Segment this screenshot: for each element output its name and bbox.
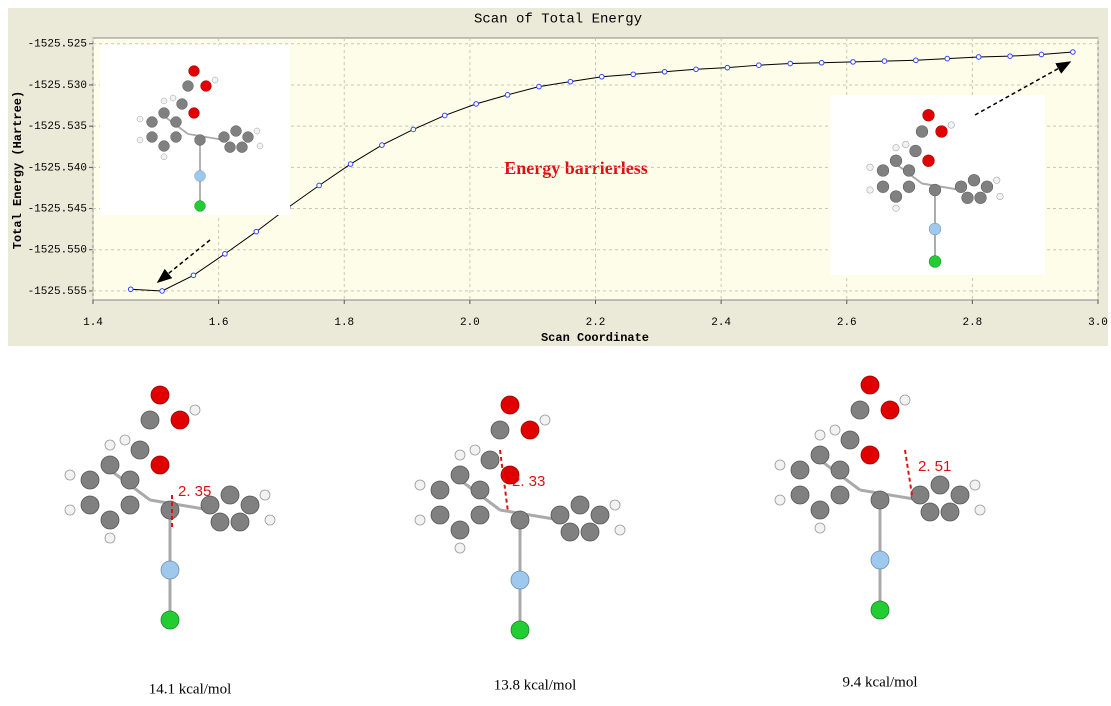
point [380, 143, 385, 148]
y-tick-label: -1525.540 [28, 162, 87, 174]
point [662, 69, 667, 74]
point [945, 56, 950, 61]
x-tick-label: 3.0 [1088, 317, 1108, 329]
point [819, 60, 824, 65]
point [254, 229, 259, 234]
x-tick-label: 1.8 [334, 317, 354, 329]
x-tick-label: 1.4 [83, 317, 103, 329]
figure: Scan of Total Energy Scan Coordinate Tot… [0, 0, 1111, 701]
point [505, 93, 510, 98]
point [757, 63, 762, 68]
point [882, 59, 887, 64]
y-tick-label: -1525.555 [28, 286, 87, 298]
energy-label: 9.4 kcal/mol [843, 674, 918, 690]
x-tick-label: 2.8 [962, 317, 982, 329]
x-tick-label: 2.4 [711, 317, 731, 329]
point [223, 252, 228, 257]
point [599, 74, 604, 79]
structure: 2. 35 14.1 kcal/mol [65, 386, 275, 697]
energy-label: 13.8 kcal/mol [494, 677, 577, 693]
x-tick-label: 2.6 [837, 317, 857, 329]
point [317, 183, 322, 188]
point [694, 67, 699, 72]
distance-label: 2. 35 [178, 483, 211, 500]
distance-label: 2. 33 [512, 473, 545, 490]
y-tick-label: -1525.545 [28, 203, 87, 215]
x-axis-label: Scan Coordinate [541, 331, 649, 345]
energy-label: 14.1 kcal/mol [149, 681, 232, 697]
annotation: Energy barrierless [504, 158, 647, 178]
y-axis-label: Total Energy (Hartree) [11, 91, 25, 249]
x-tick-label: 2.2 [586, 317, 606, 329]
point [1071, 50, 1076, 55]
point [914, 58, 919, 63]
point [788, 61, 793, 66]
distance-label: 2. 51 [918, 458, 951, 475]
point [1039, 52, 1044, 57]
point [191, 273, 196, 278]
inset-right [830, 95, 1045, 275]
point [160, 289, 165, 294]
point [474, 102, 479, 107]
y-tick-label: -1525.525 [28, 39, 87, 51]
structure: 2. 33 13.8 kcal/mol [415, 396, 625, 693]
point [1008, 54, 1013, 59]
point [976, 55, 981, 60]
point [568, 79, 573, 84]
point [411, 127, 416, 132]
point [128, 287, 133, 292]
point [631, 72, 636, 77]
point [537, 84, 542, 89]
point [725, 65, 730, 70]
x-tick-label: 2.0 [460, 317, 480, 329]
y-tick-label: -1525.535 [28, 121, 87, 133]
inset-left [100, 45, 290, 215]
y-tick-label: -1525.550 [28, 245, 87, 257]
y-tick-label: -1525.530 [28, 80, 87, 92]
x-tick-label: 1.6 [209, 317, 229, 329]
structure: 2. 51 9.4 kcal/mol [775, 376, 985, 690]
point [348, 162, 353, 167]
point [851, 60, 856, 65]
chart-title: Scan of Total Energy [474, 12, 642, 28]
point [442, 113, 447, 118]
